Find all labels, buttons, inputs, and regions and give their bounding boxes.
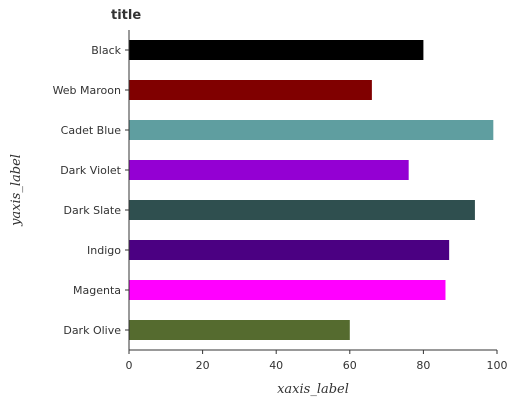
bar-indigo (129, 240, 450, 260)
x-axis-ticks: 0 20 40 60 80 100 (126, 350, 508, 372)
x-tick-label-80: 80 (416, 359, 430, 372)
y-tick-label-indigo: Indigo (87, 244, 121, 257)
x-axis-label: xaxis_label (277, 382, 349, 397)
bar-dark-slate (129, 200, 475, 220)
bars (129, 40, 494, 340)
x-tick-label-20: 20 (196, 359, 210, 372)
y-axis-categories: Dark Olive Magenta Indigo Dark Slate Dark Vi… (53, 44, 129, 337)
y-tick-label-dark-slate: Dark Slate (64, 204, 122, 217)
bar-magenta (129, 280, 446, 300)
y-tick-label-cadet-blue: Cadet Blue (61, 124, 122, 137)
x-tick-label-60: 60 (343, 359, 357, 372)
bar-dark-violet (129, 160, 409, 180)
y-tick-label-dark-olive: Dark Olive (63, 324, 121, 337)
bar-black (129, 40, 424, 60)
y-tick-label-dark-violet: Dark Violet (60, 164, 121, 177)
x-tick-label-40: 40 (269, 359, 283, 372)
y-tick-label-magenta: Magenta (73, 284, 121, 297)
x-tick-label-0: 0 (126, 359, 133, 372)
bar-dark-olive (129, 320, 350, 340)
y-tick-label-black: Black (91, 44, 121, 57)
y-tick-label-web-maroon: Web Maroon (53, 84, 121, 97)
y-axis-label: yaxis_label (9, 154, 24, 227)
x-tick-label-100: 100 (487, 359, 508, 372)
chart-title: title (111, 8, 141, 23)
bar-web-maroon (129, 80, 372, 100)
bar-cadet-blue (129, 120, 494, 140)
